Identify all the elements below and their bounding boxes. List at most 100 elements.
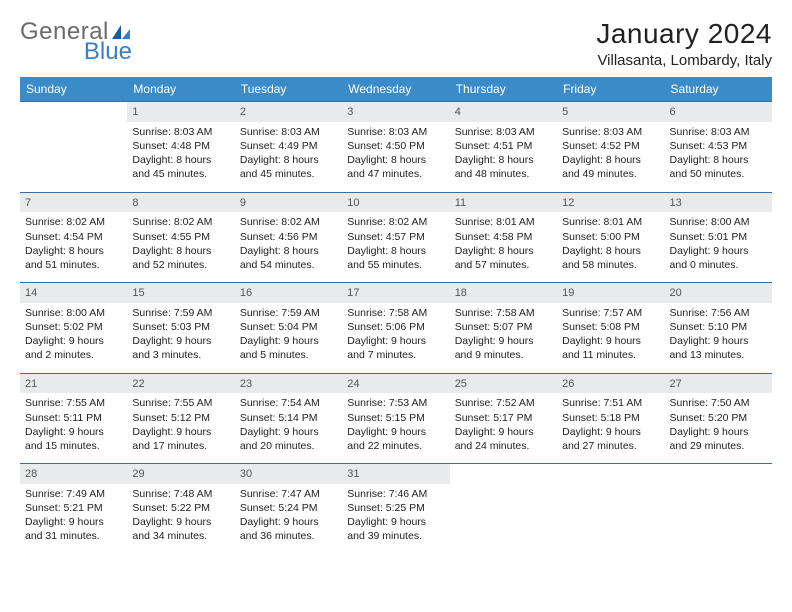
calendar-day-cell: 24Sunrise: 7:53 AMSunset: 5:15 PMDayligh… (342, 373, 449, 464)
day-line: Sunrise: 7:59 AM (240, 306, 337, 320)
day-line: Sunset: 5:22 PM (132, 501, 229, 515)
day-line: Sunrise: 7:48 AM (132, 487, 229, 501)
day-line: Daylight: 8 hours and 54 minutes. (240, 244, 337, 272)
day-line: Daylight: 8 hours and 57 minutes. (455, 244, 552, 272)
header: General Blue January 2024 Villasanta, Lo… (20, 18, 772, 69)
day-number: 21 (20, 374, 127, 394)
day-line: Daylight: 9 hours and 22 minutes. (347, 425, 444, 453)
title-block: January 2024 Villasanta, Lombardy, Italy (596, 18, 772, 69)
day-line: Sunrise: 7:51 AM (562, 396, 659, 410)
day-number: 3 (342, 102, 449, 122)
calendar-day-cell: 29Sunrise: 7:48 AMSunset: 5:22 PMDayligh… (127, 464, 234, 554)
weekday-header: Saturday (665, 77, 772, 102)
calendar-day-cell: 15Sunrise: 7:59 AMSunset: 5:03 PMDayligh… (127, 283, 234, 374)
weekday-header: Sunday (20, 77, 127, 102)
day-number (450, 464, 557, 484)
day-number: 15 (127, 283, 234, 303)
day-number (557, 464, 664, 484)
calendar-day-cell: 2Sunrise: 8:03 AMSunset: 4:49 PMDaylight… (235, 102, 342, 193)
day-body: Sunrise: 8:01 AMSunset: 4:58 PMDaylight:… (450, 212, 557, 282)
day-body: Sunrise: 7:53 AMSunset: 5:15 PMDaylight:… (342, 393, 449, 463)
day-line: Daylight: 9 hours and 31 minutes. (25, 515, 122, 543)
day-line: Daylight: 8 hours and 47 minutes. (347, 153, 444, 181)
day-number: 2 (235, 102, 342, 122)
calendar-day-cell: 28Sunrise: 7:49 AMSunset: 5:21 PMDayligh… (20, 464, 127, 554)
calendar-day-cell: 11Sunrise: 8:01 AMSunset: 4:58 PMDayligh… (450, 192, 557, 283)
day-line: Sunset: 5:24 PM (240, 501, 337, 515)
day-body: Sunrise: 7:49 AMSunset: 5:21 PMDaylight:… (20, 484, 127, 554)
day-number: 12 (557, 193, 664, 213)
day-line: Sunrise: 7:55 AM (25, 396, 122, 410)
day-body: Sunrise: 8:03 AMSunset: 4:52 PMDaylight:… (557, 122, 664, 192)
day-number: 30 (235, 464, 342, 484)
calendar-day-cell: 14Sunrise: 8:00 AMSunset: 5:02 PMDayligh… (20, 283, 127, 374)
calendar-day-cell: 8Sunrise: 8:02 AMSunset: 4:55 PMDaylight… (127, 192, 234, 283)
day-line: Daylight: 9 hours and 9 minutes. (455, 334, 552, 362)
day-line: Sunset: 5:15 PM (347, 411, 444, 425)
logo-sail-icon (112, 25, 130, 39)
calendar-week-row: 28Sunrise: 7:49 AMSunset: 5:21 PMDayligh… (20, 464, 772, 554)
day-line: Daylight: 9 hours and 20 minutes. (240, 425, 337, 453)
day-number: 5 (557, 102, 664, 122)
day-body: Sunrise: 8:00 AMSunset: 5:02 PMDaylight:… (20, 303, 127, 373)
day-number: 11 (450, 193, 557, 213)
day-number: 31 (342, 464, 449, 484)
day-body: Sunrise: 7:59 AMSunset: 5:04 PMDaylight:… (235, 303, 342, 373)
calendar-day-cell: 30Sunrise: 7:47 AMSunset: 5:24 PMDayligh… (235, 464, 342, 554)
day-number: 28 (20, 464, 127, 484)
day-line: Sunrise: 8:00 AM (670, 215, 767, 229)
day-number: 14 (20, 283, 127, 303)
calendar-day-cell: 17Sunrise: 7:58 AMSunset: 5:06 PMDayligh… (342, 283, 449, 374)
day-line: Sunrise: 7:53 AM (347, 396, 444, 410)
weekday-header: Wednesday (342, 77, 449, 102)
day-line: Sunrise: 8:03 AM (347, 125, 444, 139)
day-line: Sunrise: 8:03 AM (562, 125, 659, 139)
day-line: Daylight: 9 hours and 39 minutes. (347, 515, 444, 543)
weekday-header: Thursday (450, 77, 557, 102)
day-number: 1 (127, 102, 234, 122)
day-line: Daylight: 8 hours and 58 minutes. (562, 244, 659, 272)
calendar-day-cell: 21Sunrise: 7:55 AMSunset: 5:11 PMDayligh… (20, 373, 127, 464)
day-body (20, 122, 127, 180)
day-number: 18 (450, 283, 557, 303)
day-line: Sunrise: 8:03 AM (455, 125, 552, 139)
calendar-day-cell: 5Sunrise: 8:03 AMSunset: 4:52 PMDaylight… (557, 102, 664, 193)
day-line: Sunset: 5:20 PM (670, 411, 767, 425)
day-number: 17 (342, 283, 449, 303)
day-line: Sunrise: 7:57 AM (562, 306, 659, 320)
day-number: 4 (450, 102, 557, 122)
day-line: Sunset: 5:17 PM (455, 411, 552, 425)
day-line: Sunset: 5:00 PM (562, 230, 659, 244)
day-line: Daylight: 9 hours and 27 minutes. (562, 425, 659, 453)
calendar-day-cell: 19Sunrise: 7:57 AMSunset: 5:08 PMDayligh… (557, 283, 664, 374)
day-line: Daylight: 9 hours and 13 minutes. (670, 334, 767, 362)
day-body (557, 484, 664, 542)
day-body: Sunrise: 8:02 AMSunset: 4:55 PMDaylight:… (127, 212, 234, 282)
day-line: Sunrise: 8:00 AM (25, 306, 122, 320)
day-body: Sunrise: 8:02 AMSunset: 4:54 PMDaylight:… (20, 212, 127, 282)
calendar-week-row: 14Sunrise: 8:00 AMSunset: 5:02 PMDayligh… (20, 283, 772, 374)
day-line: Sunset: 4:50 PM (347, 139, 444, 153)
day-number: 13 (665, 193, 772, 213)
day-body: Sunrise: 7:56 AMSunset: 5:10 PMDaylight:… (665, 303, 772, 373)
day-body: Sunrise: 8:03 AMSunset: 4:51 PMDaylight:… (450, 122, 557, 192)
day-number: 20 (665, 283, 772, 303)
calendar-day-cell: 20Sunrise: 7:56 AMSunset: 5:10 PMDayligh… (665, 283, 772, 374)
day-line: Sunset: 4:49 PM (240, 139, 337, 153)
day-line: Sunrise: 8:01 AM (455, 215, 552, 229)
day-line: Daylight: 9 hours and 2 minutes. (25, 334, 122, 362)
day-line: Sunrise: 7:52 AM (455, 396, 552, 410)
day-line: Sunset: 5:03 PM (132, 320, 229, 334)
day-line: Sunrise: 8:03 AM (670, 125, 767, 139)
day-line: Sunset: 4:51 PM (455, 139, 552, 153)
day-line: Sunrise: 7:49 AM (25, 487, 122, 501)
day-line: Sunrise: 7:47 AM (240, 487, 337, 501)
day-line: Sunset: 5:04 PM (240, 320, 337, 334)
calendar-week-row: 7Sunrise: 8:02 AMSunset: 4:54 PMDaylight… (20, 192, 772, 283)
day-body: Sunrise: 7:47 AMSunset: 5:24 PMDaylight:… (235, 484, 342, 554)
calendar-day-cell: 3 Sunrise: 8:03 AMSunset: 4:50 PMDaylight… (342, 102, 449, 193)
day-body: Sunrise: 8:01 AMSunset: 5:00 PMDaylight:… (557, 212, 664, 282)
day-line: Daylight: 9 hours and 34 minutes. (132, 515, 229, 543)
day-number (20, 102, 127, 122)
day-line: Sunrise: 8:03 AM (132, 125, 229, 139)
